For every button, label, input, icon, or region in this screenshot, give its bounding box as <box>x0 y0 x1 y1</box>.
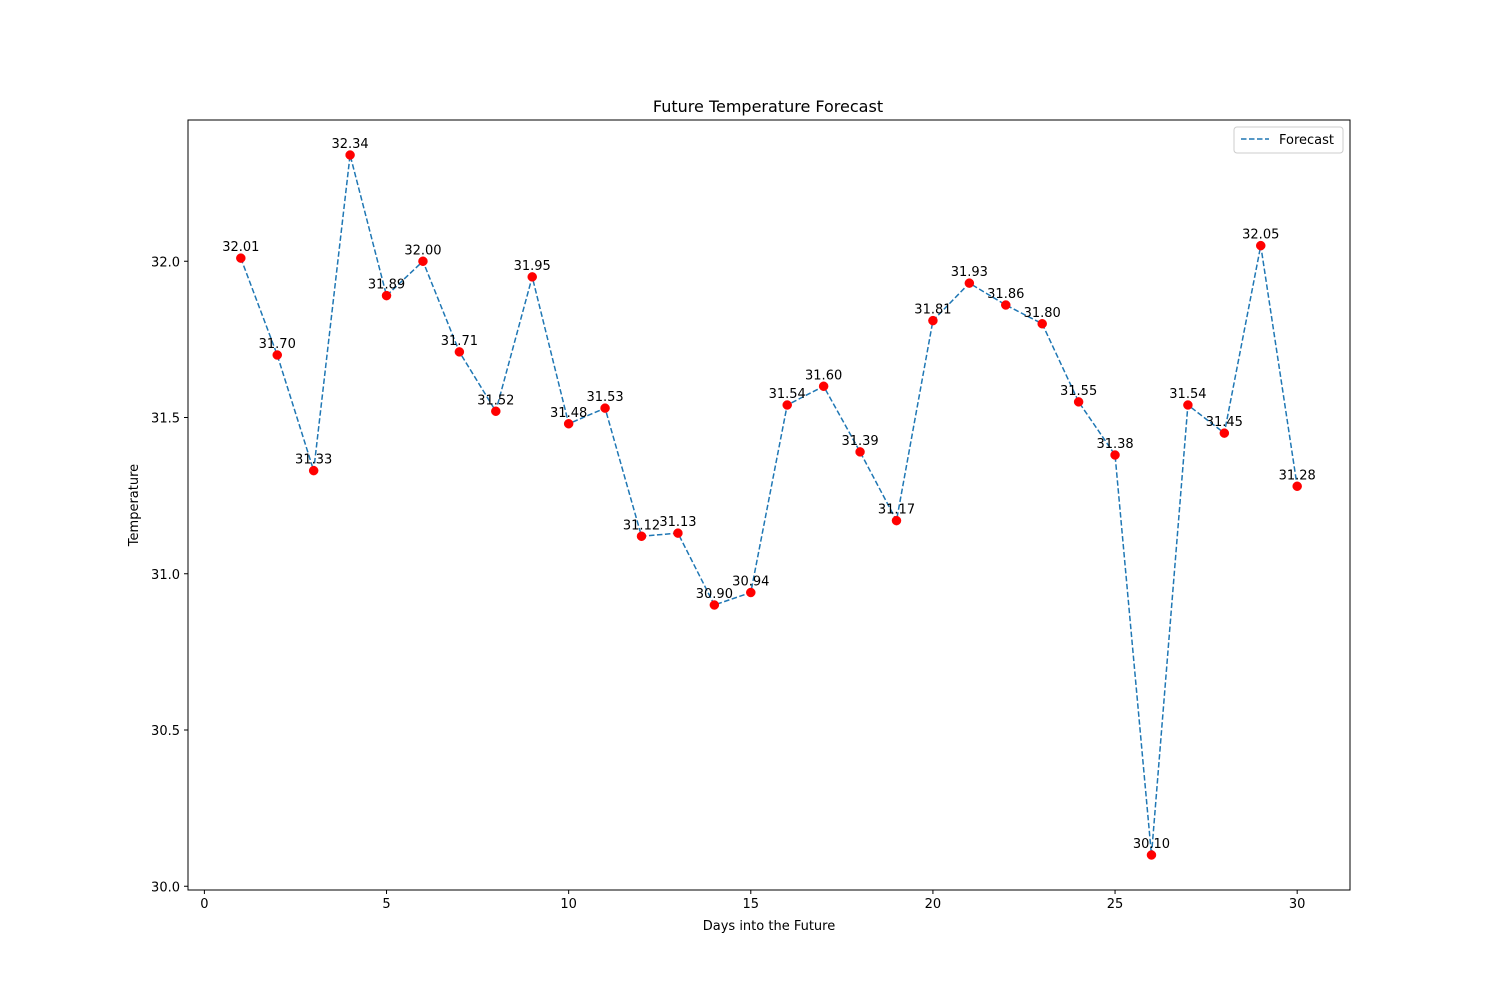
data-label: 32.00 <box>404 243 441 258</box>
y-axis: 30.0 30.5 31.0 31.5 32.0 <box>151 255 188 895</box>
data-label: 31.45 <box>1206 415 1243 430</box>
data-label: 32.01 <box>222 240 259 255</box>
data-point <box>818 381 829 391</box>
data-point <box>563 419 574 429</box>
x-tick-label: 20 <box>925 897 942 912</box>
data-point <box>1146 850 1157 860</box>
data-point <box>1001 300 1011 310</box>
data-label: 31.86 <box>987 287 1024 302</box>
data-label: 31.80 <box>1024 306 1061 321</box>
data-label: 31.70 <box>259 337 296 352</box>
data-point <box>418 256 428 266</box>
data-point <box>928 315 938 326</box>
data-label: 31.28 <box>1279 468 1316 483</box>
legend-label: Forecast <box>1279 133 1334 148</box>
data-point <box>454 347 465 357</box>
series-forecast <box>236 150 1302 860</box>
data-point <box>381 290 392 301</box>
data-point <box>1256 240 1266 251</box>
data-point <box>855 447 865 457</box>
data-label: 31.13 <box>659 515 696 530</box>
data-label: 31.39 <box>841 434 878 449</box>
plot-frame <box>187 119 1351 891</box>
data-label: 31.33 <box>295 453 332 468</box>
data-label: 31.52 <box>477 393 514 408</box>
data-label: 32.05 <box>1242 228 1279 243</box>
data-label: 31.54 <box>1169 387 1206 402</box>
data-label: 30.90 <box>696 587 733 602</box>
data-point <box>782 400 792 410</box>
y-tick-label: 31.0 <box>151 568 180 583</box>
data-label: 31.95 <box>514 259 551 274</box>
data-point <box>345 150 355 160</box>
y-tick-label: 32.0 <box>151 255 180 270</box>
x-tick-label: 25 <box>1107 897 1124 912</box>
data-point <box>308 465 319 476</box>
series-line <box>240 154 1298 856</box>
data-point <box>527 272 537 282</box>
x-axis-label: Days into the Future <box>703 919 835 934</box>
x-tick-label: 30 <box>1289 897 1306 912</box>
x-tick-label: 15 <box>743 897 760 912</box>
data-point <box>491 406 501 416</box>
data-point <box>1110 450 1120 460</box>
data-label: 31.81 <box>914 303 951 318</box>
x-tick-label: 0 <box>200 897 208 912</box>
legend-box <box>1233 126 1344 154</box>
data-label: 30.94 <box>732 575 769 590</box>
data-point <box>1183 400 1193 410</box>
x-tick-label: 5 <box>382 897 390 912</box>
data-point <box>600 403 610 413</box>
x-axis: 0 5 10 15 20 25 30 <box>200 890 1305 912</box>
data-point <box>272 350 282 360</box>
y-tick-label: 30.5 <box>151 724 180 739</box>
data-label: 31.53 <box>586 390 623 405</box>
data-label: 31.38 <box>1096 437 1133 452</box>
data-point <box>891 515 902 526</box>
plot-area <box>188 120 1350 890</box>
data-label: 31.60 <box>805 368 842 383</box>
data-point <box>709 600 720 610</box>
data-label: 30.10 <box>1133 837 1170 852</box>
data-point <box>1292 481 1302 491</box>
data-label: 31.89 <box>368 278 405 293</box>
data-point <box>964 278 975 288</box>
data-point <box>673 528 683 538</box>
chart-title: Future Temperature Forecast <box>653 97 883 116</box>
data-label: 31.54 <box>769 387 806 402</box>
data-point <box>1073 397 1084 407</box>
data-point <box>1037 319 1047 329</box>
data-point <box>236 253 246 263</box>
data-label: 31.48 <box>550 406 587 421</box>
x-tick-label: 10 <box>560 897 577 912</box>
data-label: 31.71 <box>441 334 478 349</box>
y-axis-label: Temperature <box>127 464 142 547</box>
y-tick-label: 30.0 <box>151 880 180 895</box>
data-label: 31.17 <box>878 503 915 518</box>
data-labels: 32.01 31.70 31.33 32.34 31.89 32.00 31.71 31.52… <box>222 137 1316 852</box>
y-tick-label: 31.5 <box>151 412 180 427</box>
legend: Forecast <box>1233 126 1344 154</box>
data-label: 31.12 <box>623 518 660 533</box>
data-label: 31.93 <box>951 265 988 280</box>
data-point <box>1219 428 1230 438</box>
data-point <box>746 587 756 598</box>
data-point <box>636 531 647 541</box>
data-label: 32.34 <box>331 137 368 152</box>
data-label: 31.55 <box>1060 384 1097 399</box>
